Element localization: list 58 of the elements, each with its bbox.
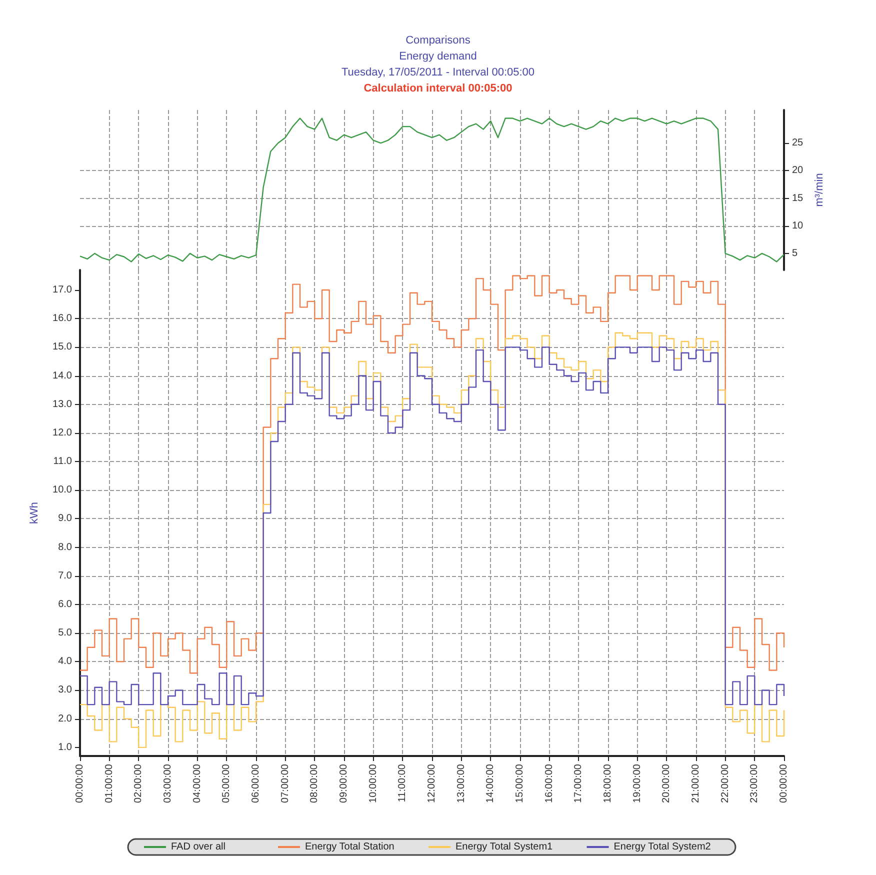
chart-title: Comparisons: [406, 34, 471, 46]
y-tick-label: 15.0: [52, 342, 72, 353]
y-axis-title: m³/min: [814, 173, 826, 207]
y-tick-label: 15: [792, 192, 804, 204]
x-tick-label: 15:00:00: [514, 764, 526, 803]
x-tick-label: 10:00:00: [368, 764, 379, 803]
y-tick-label: 2.0: [58, 713, 72, 724]
y-tick-label: 8.0: [58, 542, 72, 553]
y-tick-label: 13.0: [52, 398, 72, 410]
x-tick-label: 22:00:00: [720, 764, 731, 803]
y-tick-label: 11.0: [53, 456, 72, 468]
line-series: [79, 118, 785, 262]
legend-label: Energy Total System2: [614, 842, 712, 852]
x-tick-label: 21:00:00: [690, 764, 702, 803]
y-tick-label: 5.0: [58, 628, 72, 639]
x-tick-label: 14:00:00: [485, 764, 496, 803]
x-tick-label: 00:00:00: [778, 764, 790, 803]
x-tick-label: 13:00:00: [456, 764, 467, 803]
x-tick-label: 04:00:00: [192, 764, 203, 803]
x-tick-label: 07:00:00: [280, 764, 291, 803]
y-tick-label: 10: [792, 220, 804, 232]
x-tick-label: 19:00:00: [632, 764, 643, 803]
y-tick-label: 3.0: [58, 684, 72, 696]
x-tick-label: 23:00:00: [749, 764, 760, 803]
legend-label: FAD over all: [171, 842, 226, 852]
x-tick-label: 11:00:00: [397, 764, 408, 802]
x-tick-label: 20:00:00: [661, 764, 672, 803]
x-tick-label: 16:00:00: [544, 764, 555, 803]
y-tick-label: 4.0: [58, 656, 72, 668]
y-tick-label: 25: [792, 138, 804, 149]
x-tick-label: 02:00:00: [133, 764, 144, 803]
chart-subtitle: Energy demand: [399, 50, 477, 62]
y-tick-label: 20: [792, 165, 804, 176]
y-tick-label: 9.0: [58, 513, 72, 524]
x-tick-label: 06:00:00: [250, 764, 262, 803]
y-tick-label: 10.0: [52, 484, 72, 496]
y-tick-label: 12.0: [52, 427, 72, 438]
x-tick-label: 17:00:00: [573, 764, 584, 803]
y-tick-label: 1.0: [58, 742, 72, 753]
x-tick-label: 00:00:00: [74, 764, 86, 803]
legend-label: Energy Total System1: [455, 842, 554, 852]
y-tick-label: 6.0: [58, 598, 72, 610]
legend-label: Energy Total Station: [305, 842, 394, 852]
y-tick-label: 17.0: [52, 284, 72, 296]
x-tick-label: 09:00:00: [338, 764, 350, 803]
x-tick-label: 12:00:00: [426, 764, 438, 803]
y-tick-label: 16.0: [52, 313, 72, 324]
y-tick-label: 5: [792, 248, 798, 259]
text: Calculation interval 00:05:00: [364, 82, 512, 94]
x-tick-label: 03:00:00: [162, 764, 174, 803]
x-tick-label: 05:00:00: [221, 764, 232, 803]
y-tick-label: 14.0: [52, 370, 72, 382]
x-tick-label: 18:00:00: [602, 764, 614, 803]
y-axis-title: kWh: [28, 502, 40, 524]
y-tick-label: 7.0: [58, 570, 72, 582]
x-tick-label: 01:00:00: [104, 764, 115, 803]
text: Tuesday, 17/05/2011 - Interval 00:05:00: [341, 66, 535, 78]
x-tick-label: 08:00:00: [309, 764, 320, 803]
